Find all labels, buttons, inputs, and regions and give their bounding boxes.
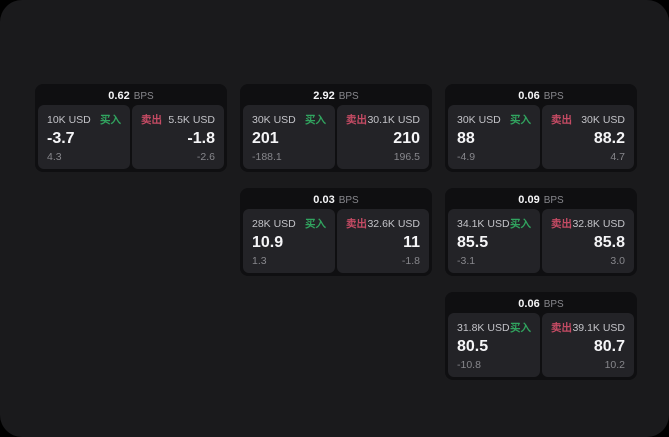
buy-label[interactable]: 买入 xyxy=(510,322,531,334)
buy-change: -4.9 xyxy=(457,151,476,163)
quote-card: 0.06 BPS 30K USD 买入 88 -4.9 卖出 30K USD xyxy=(445,84,637,172)
sell-notional: 32.6K USD xyxy=(367,217,420,230)
sell-price: 210 xyxy=(393,130,420,147)
buy-notional: 28K USD xyxy=(252,217,296,230)
buy-label[interactable]: 买入 xyxy=(510,114,531,126)
sell-price: 88.2 xyxy=(593,130,625,147)
buy-change: -10.8 xyxy=(457,359,481,371)
spread-header: 0.62 BPS xyxy=(38,87,224,105)
spread-value: 2.92 xyxy=(313,90,335,102)
sell-price: 85.8 xyxy=(593,234,625,251)
buy-pane[interactable]: 31.8K USD 买入 80.5 -10.8 xyxy=(448,313,540,377)
spread-value: 0.62 xyxy=(108,90,130,102)
sell-notional: 32.8K USD xyxy=(572,217,625,230)
buy-pane[interactable]: 28K USD 买入 10.9 1.3 xyxy=(243,209,335,273)
spread-header: 0.09 BPS xyxy=(448,191,634,209)
sell-notional: 39.1K USD xyxy=(572,321,625,334)
quote-card: 0.06 BPS 31.8K USD 买入 80.5 -10.8 卖出 39.1… xyxy=(445,292,637,380)
buy-change: 1.3 xyxy=(252,255,267,267)
sell-price: 11 xyxy=(403,234,420,251)
buy-pane[interactable]: 10K USD 买入 -3.7 4.3 xyxy=(38,105,130,169)
sell-pane[interactable]: 卖出 5.5K USD -1.8 -2.6 xyxy=(132,105,224,169)
buy-price: -3.7 xyxy=(47,130,75,147)
quote-card: 0.09 BPS 34.1K USD 买入 85.5 -3.1 卖出 32.8K… xyxy=(445,188,637,276)
buy-pane[interactable]: 30K USD 买入 201 -188.1 xyxy=(243,105,335,169)
sell-price: 80.7 xyxy=(593,338,625,355)
spread-value: 0.06 xyxy=(518,298,540,310)
buy-change: -188.1 xyxy=(252,151,282,163)
spread-value: 0.03 xyxy=(313,194,335,206)
sell-change: 196.5 xyxy=(393,151,420,163)
buy-notional: 30K USD xyxy=(457,113,501,126)
sell-pane[interactable]: 卖出 30K USD 88.2 4.7 xyxy=(542,105,634,169)
sell-label[interactable]: 卖出 xyxy=(346,218,367,230)
bps-label: BPS xyxy=(543,194,564,206)
spread-value: 0.09 xyxy=(518,194,540,206)
buy-change: 4.3 xyxy=(47,151,62,163)
buy-pane[interactable]: 30K USD 买入 88 -4.9 xyxy=(448,105,540,169)
sell-notional: 30.1K USD xyxy=(367,113,420,126)
buy-notional: 10K USD xyxy=(47,113,91,126)
buy-label[interactable]: 买入 xyxy=(305,114,326,126)
sell-change: -2.6 xyxy=(196,151,215,163)
spread-header: 0.06 BPS xyxy=(448,295,634,313)
sell-change: 3.0 xyxy=(610,255,625,267)
bps-label: BPS xyxy=(543,298,564,310)
sell-change: 4.7 xyxy=(610,151,625,163)
quote-card: 0.62 BPS 10K USD 买入 -3.7 4.3 卖出 5.5K USD xyxy=(35,84,227,172)
sell-label[interactable]: 卖出 xyxy=(141,114,162,126)
sell-pane[interactable]: 卖出 32.6K USD 11 -1.8 xyxy=(337,209,429,273)
spread-header: 2.92 BPS xyxy=(243,87,429,105)
buy-price: 10.9 xyxy=(252,234,284,251)
bps-label: BPS xyxy=(133,90,154,102)
sell-pane[interactable]: 卖出 39.1K USD 80.7 10.2 xyxy=(542,313,634,377)
buy-price: 88 xyxy=(457,130,475,147)
sell-label[interactable]: 卖出 xyxy=(551,114,572,126)
sell-price: -1.8 xyxy=(187,130,215,147)
buy-pane[interactable]: 34.1K USD 买入 85.5 -3.1 xyxy=(448,209,540,273)
buy-price: 85.5 xyxy=(457,234,489,251)
buy-label[interactable]: 买入 xyxy=(510,218,531,230)
buy-price: 80.5 xyxy=(457,338,489,355)
sell-change: 10.2 xyxy=(604,359,625,371)
spread-value: 0.06 xyxy=(518,90,540,102)
buy-price: 201 xyxy=(252,130,279,147)
quote-card: 0.03 BPS 28K USD 买入 10.9 1.3 卖出 32.6K US… xyxy=(240,188,432,276)
bps-label: BPS xyxy=(338,194,359,206)
buy-notional: 31.8K USD xyxy=(457,321,510,334)
sell-notional: 30K USD xyxy=(581,113,625,126)
spread-header: 0.03 BPS xyxy=(243,191,429,209)
quote-card: 2.92 BPS 30K USD 买入 201 -188.1 卖出 30.1K … xyxy=(240,84,432,172)
buy-notional: 30K USD xyxy=(252,113,296,126)
sell-change: -1.8 xyxy=(401,255,420,267)
sell-notional: 5.5K USD xyxy=(168,113,215,126)
sell-label[interactable]: 卖出 xyxy=(551,322,572,334)
sell-pane[interactable]: 卖出 30.1K USD 210 196.5 xyxy=(337,105,429,169)
buy-notional: 34.1K USD xyxy=(457,217,510,230)
quote-grid: 0.62 BPS 10K USD 买入 -3.7 4.3 卖出 5.5K USD xyxy=(35,84,637,380)
sell-label[interactable]: 卖出 xyxy=(346,114,367,126)
sell-label[interactable]: 卖出 xyxy=(551,218,572,230)
sell-pane[interactable]: 卖出 32.8K USD 85.8 3.0 xyxy=(542,209,634,273)
buy-label[interactable]: 买入 xyxy=(100,114,121,126)
bps-label: BPS xyxy=(338,90,359,102)
spread-header: 0.06 BPS xyxy=(448,87,634,105)
bps-label: BPS xyxy=(543,90,564,102)
buy-change: -3.1 xyxy=(457,255,476,267)
buy-label[interactable]: 买入 xyxy=(305,218,326,230)
